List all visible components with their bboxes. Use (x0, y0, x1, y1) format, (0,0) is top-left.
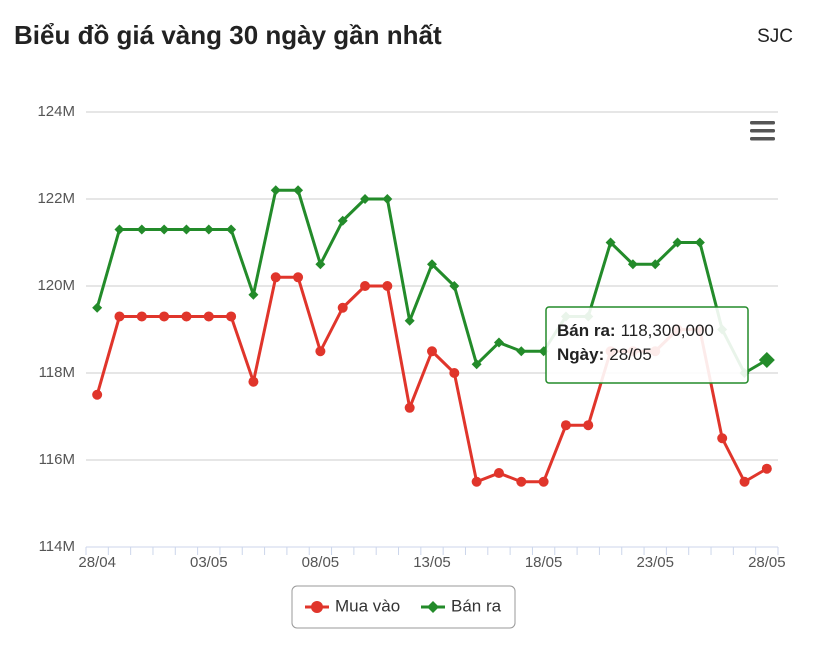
point (337, 302, 348, 313)
point (226, 311, 237, 322)
x-tick-label: 03/05 (190, 554, 228, 571)
y-tick-label: 120M (37, 277, 75, 294)
point (293, 272, 304, 283)
point (315, 346, 326, 357)
menu-bar (750, 121, 775, 125)
tooltip: Bán ra: 118,300,000 Ngày: 28/05 (545, 306, 749, 384)
point (672, 237, 683, 248)
legend: Mua vào Bán ra (291, 585, 516, 629)
menu-button[interactable] (750, 121, 775, 141)
point (717, 433, 728, 444)
point (694, 237, 705, 248)
y-tick-label: 124M (37, 103, 75, 120)
point (114, 224, 125, 235)
tooltip-date-label: Ngày: (557, 345, 604, 364)
grid: 114M 116M 118M 120M 122M 124M 28/04 03/05 08/05 1… (37, 103, 785, 571)
point (360, 194, 371, 204)
source-label: SJC (757, 26, 793, 47)
point (560, 420, 571, 431)
y-tick-label: 122M (37, 190, 75, 207)
point (493, 337, 504, 348)
point (404, 402, 415, 413)
menu-bar (750, 137, 775, 141)
legend-marker (427, 601, 439, 613)
point (360, 281, 371, 291)
point (516, 346, 527, 357)
point (427, 346, 437, 357)
point (248, 289, 259, 300)
point (516, 476, 527, 487)
point (136, 311, 147, 322)
tooltip-date: 28/05 (609, 345, 652, 364)
point (449, 281, 460, 291)
tooltip-box (545, 306, 749, 384)
point (538, 476, 549, 487)
x-tick-label: 18/05 (525, 554, 563, 571)
point (650, 259, 661, 270)
point (404, 315, 415, 326)
point (605, 237, 616, 248)
point (493, 468, 504, 479)
legend-label: Bán ra (451, 596, 502, 615)
point (136, 224, 147, 235)
y-tick-label: 116M (39, 451, 75, 468)
point (293, 185, 304, 196)
x-tick-label: 08/05 (302, 554, 340, 571)
point (92, 389, 103, 400)
tooltip-line: Bán ra: 118,300,000 (557, 321, 714, 340)
point (226, 224, 237, 235)
legend-item[interactable]: Mua vào (305, 596, 400, 615)
point (627, 259, 638, 270)
point (203, 224, 214, 235)
point (159, 224, 170, 235)
point (114, 311, 125, 322)
y-tick-label: 114M (39, 538, 75, 555)
point (471, 359, 482, 370)
point (761, 463, 772, 474)
point (315, 259, 326, 270)
tooltip-line: Ngày: 28/05 (557, 345, 652, 364)
point (382, 194, 393, 204)
legend-item[interactable]: Bán ra (421, 596, 502, 615)
tooltip-series: Bán ra: (557, 321, 616, 340)
point (337, 215, 348, 226)
point (159, 311, 170, 322)
point (739, 476, 750, 487)
point (92, 302, 103, 313)
point (270, 272, 281, 283)
y-tick-label: 118M (39, 364, 75, 381)
x-tick-label: 13/05 (413, 554, 451, 571)
legend-marker (311, 601, 323, 613)
point (471, 476, 482, 487)
menu-bar (750, 129, 775, 133)
point (181, 311, 192, 322)
point (270, 185, 281, 196)
x-tick-label: 28/05 (748, 554, 786, 571)
chart-title: Biểu đồ giá vàng 30 ngày gần nhất (14, 20, 442, 50)
legend-box (291, 585, 516, 629)
x-tick-label: 28/04 (78, 554, 116, 571)
point (382, 281, 393, 291)
point (449, 368, 460, 378)
point (248, 376, 259, 387)
point (758, 351, 775, 368)
point (203, 311, 214, 322)
point (427, 259, 437, 270)
point (583, 420, 594, 431)
x-tick-label: 23/05 (636, 554, 674, 571)
legend-label: Mua vào (335, 596, 400, 615)
tooltip-value: 118,300,000 (621, 321, 714, 340)
point (181, 224, 192, 235)
